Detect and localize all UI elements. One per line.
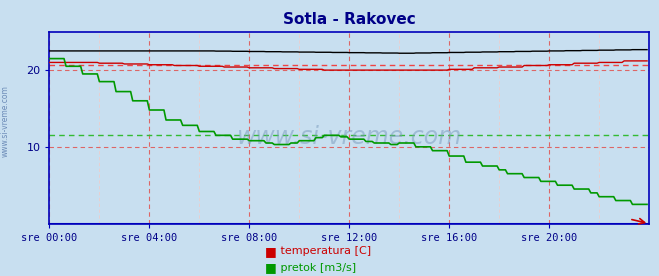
Text: www.si-vreme.com: www.si-vreme.com — [237, 125, 462, 149]
Text: www.si-vreme.com: www.si-vreme.com — [1, 86, 10, 157]
Text: ■: ■ — [265, 261, 277, 274]
Text: ■: ■ — [265, 245, 277, 258]
Text: Sotla - Rakovec: Sotla - Rakovec — [283, 12, 416, 27]
Text: temperatura [C]: temperatura [C] — [277, 246, 371, 256]
Text: pretok [m3/s]: pretok [m3/s] — [277, 263, 356, 273]
